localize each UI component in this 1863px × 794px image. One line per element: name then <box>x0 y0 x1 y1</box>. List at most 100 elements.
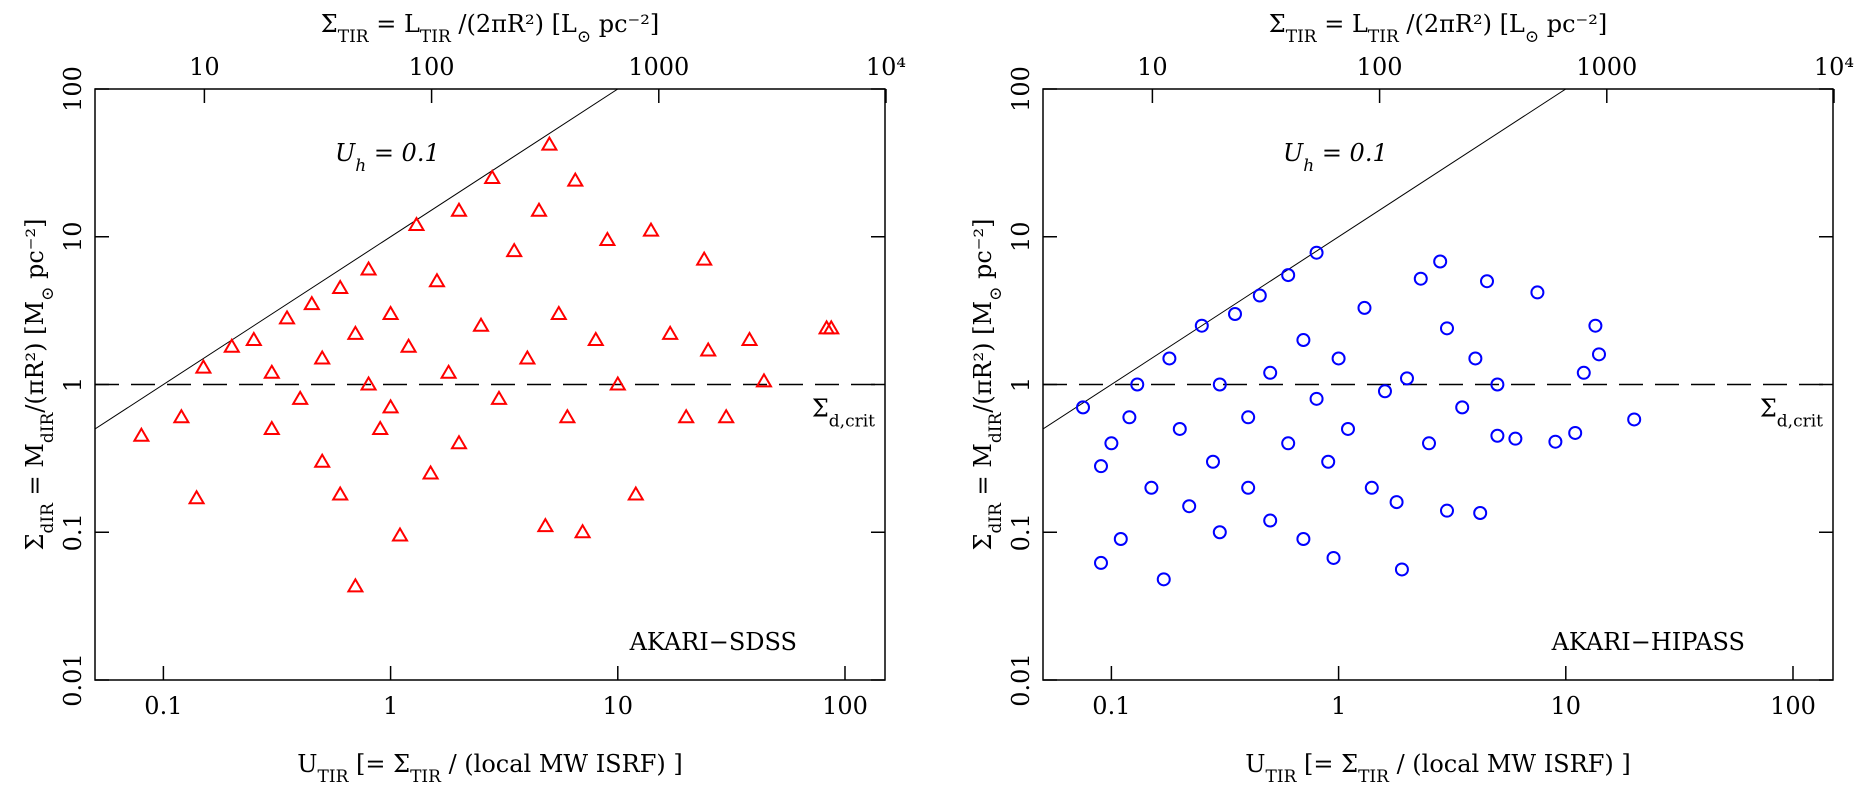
x-tick-label: 100 <box>1770 692 1816 720</box>
y-tick-label: 100 <box>59 66 87 112</box>
data-point <box>263 419 281 435</box>
data-point <box>1076 400 1091 415</box>
data-point <box>1296 333 1311 348</box>
top-axis-label-part: TIR <box>420 27 452 47</box>
top-axis-label-part: Σ <box>321 10 338 38</box>
data-point <box>291 389 309 405</box>
x-tick-label: 10 <box>1551 692 1582 720</box>
data-point <box>822 319 840 335</box>
data-point <box>587 331 605 347</box>
data-point <box>1144 480 1159 495</box>
x2-tick-label: 1000 <box>1576 53 1637 81</box>
data-point <box>1093 555 1108 570</box>
data-point <box>540 135 559 151</box>
data-point <box>1263 513 1278 528</box>
data-point <box>550 305 568 321</box>
top-axis-label: ΣTIR = LTIR /(2πR²) [L⊙ pc⁻²] <box>321 10 659 47</box>
data-point <box>303 295 321 311</box>
top-axis-label-part: pc⁻²] <box>1539 10 1607 38</box>
top-axis-label-part: TIR <box>1286 27 1318 47</box>
data-point <box>428 272 446 288</box>
data-point <box>717 408 735 424</box>
diag-label-part: h <box>355 156 366 176</box>
data-point <box>1490 428 1505 443</box>
data-point <box>1241 480 1256 495</box>
top-axis-label-part: ⊙ <box>1525 27 1539 47</box>
x-axis-label-part: / (local MW ISRF) ] <box>1389 750 1631 778</box>
diag-label-part: = 0.1 <box>1314 139 1388 167</box>
top-axis-label-part: pc⁻²] <box>591 10 659 38</box>
data-point <box>187 489 206 505</box>
data-point <box>1156 572 1171 587</box>
data-point <box>1340 421 1355 436</box>
data-point <box>1182 499 1197 514</box>
top-axis-label-part: Σ <box>1269 10 1286 38</box>
data-point <box>1433 254 1448 269</box>
x-axis-label-part: U <box>1245 750 1265 778</box>
x2-tick-label: 10⁴ <box>1814 53 1854 81</box>
data-point <box>1093 459 1108 474</box>
data-point <box>627 485 645 501</box>
data-point <box>450 201 468 217</box>
data-point <box>1439 321 1454 336</box>
data-point <box>1228 307 1243 322</box>
data-point <box>407 216 426 232</box>
data-point <box>346 324 365 340</box>
data-point <box>381 305 400 321</box>
y-axis-label-part: = M <box>21 443 49 503</box>
data-point <box>573 523 592 539</box>
data-point <box>1394 562 1409 577</box>
data-point <box>1172 421 1187 436</box>
diag-label-part: h <box>1303 156 1314 176</box>
data-point <box>566 171 585 187</box>
data-point <box>1296 532 1311 547</box>
data-point <box>1389 495 1404 510</box>
diag-line <box>95 89 619 430</box>
data-point <box>359 375 378 391</box>
data-point <box>331 279 349 294</box>
diag-line <box>1043 89 1567 430</box>
diag-label: Uh = 0.1 <box>335 139 440 176</box>
data-point <box>1468 351 1483 366</box>
data-point <box>661 324 679 340</box>
y-tick-label: 0.1 <box>1007 513 1035 551</box>
data-point <box>1576 365 1591 380</box>
data-point <box>278 309 296 325</box>
y-axis-label-part: pc⁻²] <box>21 219 49 287</box>
y-axis-label: ΣdIR = MdIR/(πR²) [M⊙ pc⁻²] <box>21 219 58 551</box>
data-point <box>359 260 378 276</box>
data-point <box>472 316 490 332</box>
data-point <box>346 577 365 593</box>
x-axis-label-part: / (local MW ISRF) ] <box>441 750 683 778</box>
data-point <box>245 331 263 347</box>
diag-label-part: U <box>335 139 356 167</box>
y-axis-label-part: ⊙ <box>38 287 58 301</box>
x-tick-label: 1 <box>383 692 398 720</box>
data-point <box>642 221 660 237</box>
data-point <box>1331 351 1346 366</box>
data-point <box>223 337 241 353</box>
data-point <box>1194 318 1209 333</box>
x-tick-label: 0.1 <box>1092 692 1130 720</box>
data-point <box>483 168 501 184</box>
top-axis-label-part: TIR <box>1368 27 1400 47</box>
data-point <box>1591 347 1606 362</box>
x2-tick-label: 10 <box>189 53 220 81</box>
data-point <box>1309 245 1324 260</box>
hline-label: Σd,crit <box>812 395 875 432</box>
x-axis-label-part: TIR <box>318 767 350 787</box>
data-point <box>1122 410 1137 425</box>
x-tick-label: 1 <box>1331 692 1346 720</box>
data-point <box>194 358 213 374</box>
data-point <box>518 349 537 365</box>
panel-label: AKARI−HIPASS <box>1551 628 1745 656</box>
data-point <box>755 372 773 388</box>
data-point <box>1263 365 1278 380</box>
x-axis-label-part: TIR <box>1266 767 1298 787</box>
data-point <box>1113 532 1128 547</box>
x2-tick-label: 100 <box>1357 53 1403 81</box>
y-tick-label: 0.01 <box>59 653 87 706</box>
data-point <box>1399 371 1414 386</box>
hline-label-part: d,crit <box>829 412 875 432</box>
